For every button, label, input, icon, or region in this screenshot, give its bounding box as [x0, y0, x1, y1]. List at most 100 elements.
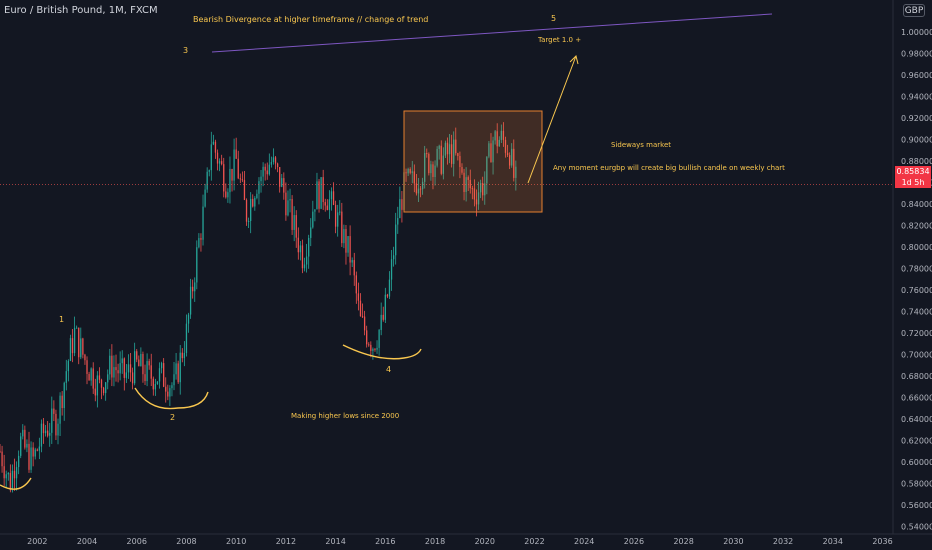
x-tick-label: 2010 [226, 537, 246, 546]
candle-body [90, 368, 92, 381]
low-arc-2000 [0, 477, 32, 490]
candle-body [308, 237, 310, 257]
candle-body [146, 361, 148, 382]
candle-body [382, 314, 384, 320]
candle-body [508, 155, 511, 166]
candle-body [134, 351, 136, 384]
candle-body [318, 181, 320, 209]
low-arc-2 [134, 387, 209, 410]
x-tick-label: 2006 [127, 537, 147, 546]
y-tick-label: 1.00000 [901, 28, 932, 37]
candle-body [506, 152, 509, 156]
candle-body [194, 282, 196, 292]
candle-body [301, 245, 304, 269]
candle-body [484, 183, 486, 196]
candle-body [511, 148, 513, 166]
last-price-value: 0.85834 [896, 167, 930, 176]
x-tick-label: 2004 [77, 537, 97, 546]
candle-body [5, 474, 7, 479]
candle-body [98, 375, 101, 380]
x-tick-label: 2008 [176, 537, 196, 546]
candle-body [312, 211, 314, 228]
x-tick-label: 2014 [325, 537, 345, 546]
candle-body [397, 218, 399, 225]
x-tick-label: 2028 [673, 537, 693, 546]
x-tick-label: 2016 [375, 537, 395, 546]
x-tick-label: 2024 [574, 537, 594, 546]
candle-body [390, 259, 393, 280]
candle-body [212, 141, 215, 145]
candle-body [337, 212, 339, 227]
target-arrow-head [569, 55, 579, 65]
candle-body [421, 181, 424, 190]
candle-body [235, 149, 237, 159]
wave-2-label: 2 [170, 413, 175, 422]
candle-body [179, 352, 181, 383]
y-tick-label: 0.68000 [901, 372, 932, 381]
candle-body [496, 131, 498, 147]
candle-body [479, 183, 482, 193]
y-tick-label: 0.82000 [901, 222, 932, 231]
candle-body [252, 198, 254, 207]
candle-body [411, 171, 413, 173]
candle-body [291, 199, 293, 230]
candle-body [109, 355, 111, 375]
candle-body [413, 171, 415, 184]
candle-body [67, 360, 70, 372]
x-tick-label: 2034 [823, 537, 843, 546]
y-tick-label: 0.84000 [901, 200, 932, 209]
candle-body [206, 171, 208, 190]
x-tick-label: 2026 [624, 537, 644, 546]
candle-body [465, 177, 467, 192]
higher-lows-label: Making higher lows since 2000 [291, 412, 399, 420]
candle-body [376, 347, 378, 350]
x-tick-label: 2012 [276, 537, 296, 546]
candle-body [200, 238, 202, 240]
candle-body [279, 167, 281, 187]
candle-body [490, 143, 492, 163]
x-tick-label: 2002 [27, 537, 47, 546]
candle-body [239, 178, 241, 180]
candle-body [165, 386, 167, 392]
countdown-label: 1d 5h [901, 178, 925, 187]
y-tick-label: 0.58000 [901, 480, 932, 489]
candle-body [44, 430, 47, 434]
candle-body [105, 382, 107, 394]
candle-body [314, 209, 316, 212]
candle-body [102, 387, 105, 394]
candle-body [51, 408, 53, 433]
candle-body [113, 367, 115, 378]
candle-body [469, 179, 471, 189]
candle-body [368, 344, 370, 346]
candle-body [247, 220, 250, 222]
wave-4-label: 4 [386, 365, 391, 374]
candle-body [473, 188, 476, 200]
candle-body [492, 140, 494, 163]
candle-body [185, 323, 188, 353]
candle-body [359, 300, 362, 317]
candle-body [142, 354, 144, 375]
candle-body [117, 370, 119, 374]
x-tick-label: 2036 [872, 537, 892, 546]
note-label: Any moment eurgbp will create big bullis… [553, 164, 785, 172]
candle-body [7, 473, 9, 475]
low-arc-4 [342, 344, 422, 360]
candle-body [100, 379, 103, 388]
candle-body [20, 436, 22, 456]
currency-badge[interactable]: GBP [903, 4, 925, 17]
y-tick-label: 0.96000 [901, 71, 932, 80]
candle-body [438, 145, 440, 149]
target-arrow-line [527, 55, 577, 184]
candle-body [401, 199, 403, 210]
candle-body [214, 141, 217, 153]
candle-body [326, 205, 328, 210]
candle-body [498, 139, 500, 147]
candle-body [30, 447, 32, 470]
candle-body [254, 198, 256, 207]
y-tick-label: 0.80000 [901, 243, 932, 252]
candle-body [250, 198, 252, 221]
candle-body [171, 385, 173, 389]
candle-body [22, 429, 24, 437]
candle-body [486, 156, 488, 184]
